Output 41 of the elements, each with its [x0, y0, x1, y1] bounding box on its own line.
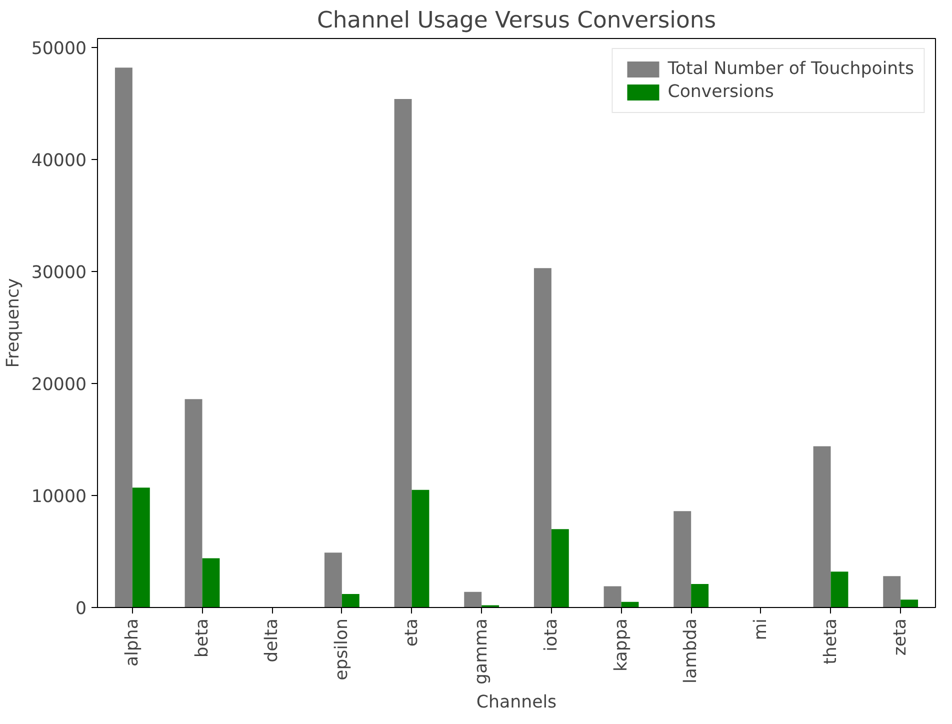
bar — [900, 600, 918, 608]
bar — [813, 446, 831, 608]
x-tick-label: lambda — [681, 618, 702, 684]
y-tick-label: 40000 — [31, 150, 86, 171]
legend-label: Total Number of Touchpoints — [668, 59, 914, 79]
bar — [691, 584, 709, 608]
bar — [534, 268, 552, 608]
y-axis-title: Frequency — [3, 278, 24, 368]
bar — [604, 586, 622, 608]
x-tick-label: mi — [750, 618, 771, 640]
x-tick-label: alpha — [122, 618, 142, 667]
x-axis-title: Channels — [476, 692, 557, 712]
chart-title: Channel Usage Versus Conversions — [317, 8, 716, 34]
x-tick-label: kappa — [611, 618, 632, 672]
bar — [202, 558, 220, 608]
bar — [412, 490, 430, 608]
y-tick-label: 50000 — [31, 38, 86, 59]
bar — [883, 576, 901, 608]
x-tick-label: zeta — [890, 618, 911, 656]
x-tick-label: theta — [820, 618, 841, 664]
y-tick-label: 20000 — [31, 374, 86, 395]
x-tick-label: epsilon — [332, 618, 352, 680]
bar — [464, 592, 482, 608]
bar — [342, 594, 360, 608]
bar — [674, 511, 692, 608]
bar — [132, 488, 150, 608]
x-tick-label: eta — [402, 618, 422, 647]
bar — [394, 98, 412, 608]
bar — [551, 529, 569, 608]
x-tick-label: delta — [262, 618, 282, 662]
x-tick-label: iota — [541, 618, 562, 652]
x-tick-label: gamma — [472, 618, 492, 684]
y-tick-label: 0 — [75, 599, 87, 619]
bar — [324, 552, 342, 608]
x-tick-label: beta — [192, 618, 212, 658]
legend-label: Conversions — [668, 82, 774, 102]
y-tick-label: 30000 — [31, 262, 86, 283]
bar — [114, 68, 132, 608]
bar — [184, 399, 202, 608]
y-tick-label: 10000 — [31, 486, 86, 507]
bar — [830, 572, 848, 608]
